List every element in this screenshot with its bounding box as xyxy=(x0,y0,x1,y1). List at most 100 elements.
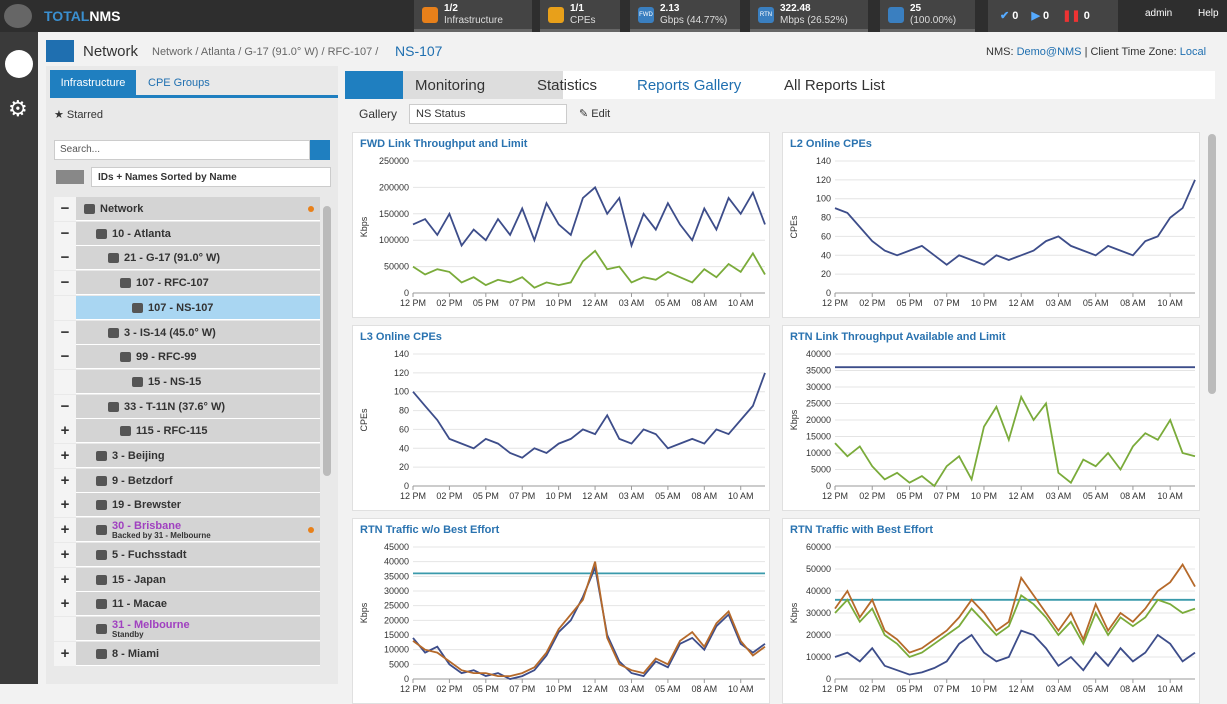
tab[interactable]: Monitoring xyxy=(415,77,486,94)
tz-label: | Client Time Zone: xyxy=(1084,46,1177,58)
y-axis-label: Kbps xyxy=(789,409,799,430)
help[interactable]: Help xyxy=(1198,8,1219,19)
x-tick-label: 12 AM xyxy=(582,491,608,501)
tree-row[interactable]: − 21 - G-17 (91.0° W) xyxy=(54,246,320,271)
starred-label: Starred xyxy=(66,109,103,121)
edit-button[interactable]: ✎ Edit xyxy=(579,108,611,120)
y-tick-label: 250000 xyxy=(379,156,409,166)
y-tick-label: 50000 xyxy=(806,564,831,574)
x-tick-label: 05 PM xyxy=(473,684,499,694)
tools-button[interactable] xyxy=(345,71,403,99)
tree-row[interactable]: − 99 - RFC-99 xyxy=(54,345,320,370)
user[interactable]: admin xyxy=(1145,8,1173,19)
tree-row[interactable]: 107 - NS-107 xyxy=(54,295,320,320)
tree-icon xyxy=(96,549,107,560)
y-axis-label: CPEs xyxy=(359,408,369,432)
widget: FWD 2.13 Gbps (44.77%) xyxy=(630,0,740,32)
tree-row[interactable]: +19 - Brewster xyxy=(54,493,320,518)
x-tick-label: 10 AM xyxy=(728,684,754,694)
logo-a: TOTAL xyxy=(44,8,90,24)
tab-cpe-groups[interactable]: CPE Groups xyxy=(148,77,210,89)
tree-row[interactable]: 31 - Melbourne Standby xyxy=(54,616,320,641)
breadcrumb[interactable]: Network / Atlanta / G-17 (91.0° W) / RFC… xyxy=(152,46,379,58)
tree-toggle: − xyxy=(54,246,76,271)
y-tick-label: 20000 xyxy=(806,415,831,425)
tree-row[interactable]: +5 - Fuchsstadt xyxy=(54,542,320,567)
x-tick-label: 12 AM xyxy=(1008,684,1034,694)
widget-value: 322.48 xyxy=(780,3,811,14)
x-tick-label: 08 AM xyxy=(1120,298,1146,308)
tree-row[interactable]: +115 - RFC-115 xyxy=(54,419,320,444)
search-box[interactable]: Search... xyxy=(54,140,310,160)
check: ✔ xyxy=(1000,10,1010,22)
tree-row[interactable]: − 3 - IS-14 (45.0° W) xyxy=(54,320,320,345)
y-tick-label: 100 xyxy=(394,387,409,397)
network-badge xyxy=(46,40,74,62)
widget: 1/1 CPEs xyxy=(540,0,620,32)
scrollbar xyxy=(323,206,331,476)
y-tick-label: 40 xyxy=(821,250,831,260)
series-line xyxy=(834,594,1196,659)
x-tick-label: 05 AM xyxy=(655,684,681,694)
y-tick-label: 50000 xyxy=(384,262,409,272)
status-count: 0 xyxy=(1012,10,1019,22)
tree-row[interactable]: − 107 - RFC-107 xyxy=(54,271,320,296)
widget-label: CPEs xyxy=(570,15,596,26)
tree-icon xyxy=(120,426,131,437)
view-toggle[interactable] xyxy=(56,170,84,184)
tree-row[interactable]: − Network xyxy=(54,197,320,221)
tree-row[interactable]: +9 - Betzdorf xyxy=(54,468,320,493)
x-tick-label: 07 PM xyxy=(509,491,535,501)
tab[interactable]: All Reports List xyxy=(784,77,885,94)
x-tick-label: 10 PM xyxy=(546,491,572,501)
tree-row[interactable]: +15 - Japan xyxy=(54,567,320,592)
y-tick-label: 40 xyxy=(399,443,409,453)
tab[interactable]: Reports Gallery xyxy=(637,77,742,94)
sort-select[interactable]: IDs + Names Sorted by Name xyxy=(91,167,331,187)
edit-label: Edit xyxy=(591,108,611,120)
x-tick-label: 10 AM xyxy=(1157,684,1183,694)
starred[interactable]: ★ Starred xyxy=(54,109,103,121)
tree-toggle: + xyxy=(54,444,76,468)
chart-title: L2 Online CPEs xyxy=(790,138,872,150)
tz-link[interactable]: Local xyxy=(1179,46,1207,58)
y-tick-label: 100 xyxy=(816,194,831,204)
tree-row[interactable]: +8 - Miami xyxy=(54,641,320,666)
x-tick-label: 05 AM xyxy=(655,298,681,308)
tree-label: 15 - NS-15 xyxy=(148,375,202,388)
tree-toggle: + xyxy=(54,468,76,493)
search-button[interactable] xyxy=(310,140,330,160)
tree-label: 10 - Atlanta xyxy=(112,227,171,240)
chart: 0 20 40 60 80 100 120 140 12 PM 02 PM 05 PM 07 PM 10… xyxy=(789,156,1196,308)
x-tick-label: 12 AM xyxy=(1008,491,1034,501)
y-tick-label: 35000 xyxy=(806,366,831,376)
tree-toggle-empty xyxy=(54,616,76,641)
nms-link[interactable]: Demo@NMS xyxy=(1016,46,1082,58)
tree-row[interactable]: 15 - NS-15 xyxy=(54,369,320,394)
x-tick-label: 07 PM xyxy=(934,491,960,501)
tab[interactable]: Statistics xyxy=(537,77,598,94)
tree-icon xyxy=(84,204,95,214)
tab-infrastructure[interactable]: Infrastructure xyxy=(50,70,136,96)
chart-title: RTN Traffic w/o Best Effort xyxy=(360,524,500,536)
tree-label: 99 - RFC-99 xyxy=(136,351,197,364)
tree-row[interactable]: +11 - Macae xyxy=(54,592,320,617)
widget-value: 25 xyxy=(910,3,922,14)
tree-row[interactable]: − 33 - T-11N (37.6° W) xyxy=(54,394,320,419)
x-tick-label: 12 PM xyxy=(822,298,848,308)
gallery-select[interactable]: NS Status xyxy=(409,104,567,124)
tree-label: 30 - Brisbane xyxy=(112,520,182,533)
x-tick-label: 12 AM xyxy=(582,298,608,308)
tree-row[interactable]: +3 - Beijing xyxy=(54,444,320,468)
tree-icon xyxy=(96,500,107,511)
tree-row[interactable]: − 10 - Atlanta xyxy=(54,221,320,246)
x-tick-label: 02 PM xyxy=(436,491,462,501)
tree-row[interactable]: +30 - Brisbane Backed by 31 - Melbourne xyxy=(54,518,320,543)
network-icon[interactable] xyxy=(5,50,33,78)
tree-toggle: − xyxy=(54,221,76,246)
tab-bar: Monitoring Statistics Reports Gallery Al… xyxy=(345,71,1215,99)
x-tick-label: 12 AM xyxy=(582,684,608,694)
x-tick-label: 05 PM xyxy=(896,684,922,694)
settings-icon[interactable]: ⚙ xyxy=(8,96,28,121)
tree-label: 3 - Beijing xyxy=(112,450,165,462)
